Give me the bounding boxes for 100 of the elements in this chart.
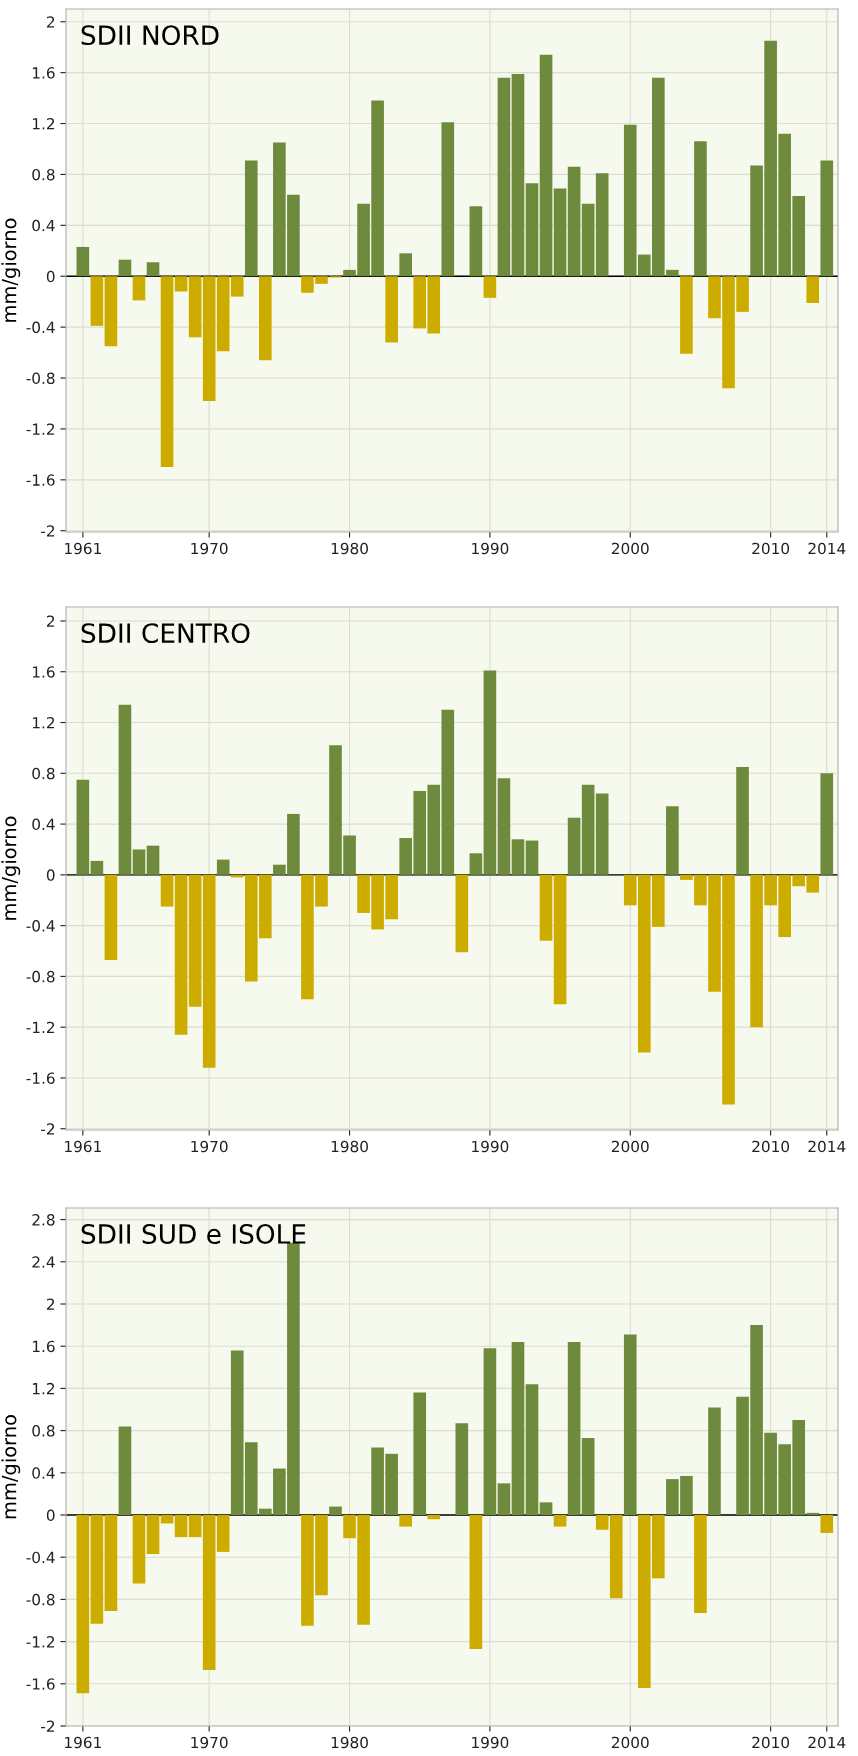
bar (455, 1423, 469, 1515)
y-tick-label: 1.2 (32, 716, 55, 729)
bar (469, 853, 483, 875)
x-tick-label: 1961 (65, 542, 101, 555)
bar (76, 246, 90, 277)
bar (188, 1515, 202, 1538)
bar (160, 1515, 174, 1524)
bar (216, 1515, 230, 1552)
bar (160, 874, 174, 907)
x-tick-label: 2000 (611, 1736, 649, 1749)
x-tick-label: 1990 (472, 1140, 509, 1153)
bar (104, 276, 118, 347)
bar (581, 203, 595, 277)
y-tick-label: -1.6 (26, 1678, 55, 1690)
bar (595, 173, 609, 277)
bar (202, 874, 216, 1068)
x-tick-label: 2014 (808, 1736, 846, 1749)
bar (525, 183, 539, 277)
y-tick-label: -1.2 (26, 1636, 55, 1648)
bar (511, 1341, 525, 1515)
bar (708, 1407, 721, 1515)
bar (595, 793, 609, 875)
x-tick-label: 1990 (472, 542, 509, 555)
x-tick-label: 2000 (611, 542, 649, 555)
bar (216, 859, 230, 875)
y-tick-label: -0.4 (26, 1551, 55, 1564)
x-tick-label: 2010 (752, 542, 790, 555)
bar (694, 141, 707, 277)
chart-title: SDII NORD (81, 25, 219, 46)
bar (623, 1334, 637, 1515)
y-tick-label: 2.4 (32, 1256, 55, 1268)
bar (581, 1437, 595, 1515)
bar (469, 206, 483, 277)
bar (553, 874, 567, 1005)
bar (483, 670, 497, 875)
y-tick-label: 0.4 (32, 818, 55, 831)
bar (104, 874, 118, 960)
bar (118, 704, 132, 875)
x-tick-label: 1961 (65, 1140, 101, 1153)
y-tick-label: -0.8 (26, 372, 55, 385)
bar (469, 1515, 483, 1649)
x-tick-label: 1980 (331, 1140, 368, 1153)
y-tick-label: 0.8 (32, 1425, 55, 1437)
x-tick-label: 1970 (191, 542, 228, 555)
y-tick-label: 0.8 (32, 767, 55, 780)
bar (413, 1392, 427, 1515)
bar (90, 1515, 104, 1624)
x-tick-label: 2014 (808, 542, 846, 555)
bar (174, 874, 188, 1035)
y-tick-label: 0.4 (32, 1467, 55, 1479)
bar (76, 779, 90, 875)
x-tick-label: 2010 (752, 1140, 790, 1153)
bar (132, 1515, 146, 1584)
y-tick-label: 0 (46, 1509, 55, 1522)
y-tick-label: 2 (46, 1298, 55, 1310)
bar (483, 276, 497, 298)
bar (567, 1341, 581, 1515)
bar (539, 54, 553, 277)
y-tick-label: -1.2 (26, 1021, 55, 1033)
bar (497, 1483, 511, 1515)
bar (160, 276, 174, 468)
bar (399, 1515, 412, 1527)
x-tick-label: 2014 (808, 1140, 846, 1153)
bar (553, 188, 567, 277)
bar (259, 276, 272, 361)
x-tick-label: 1970 (191, 1736, 228, 1749)
x-tick-label: 1980 (331, 1736, 368, 1749)
y-tick-label: 1.6 (32, 666, 55, 678)
bar (132, 849, 146, 875)
bar (132, 276, 146, 301)
y-axis-title: mm/giorno (1, 1415, 21, 1519)
bar (244, 160, 258, 277)
bar (146, 845, 160, 875)
bar (104, 1515, 118, 1612)
bar (680, 276, 693, 354)
y-axis-title: mm/giorno (1, 816, 21, 920)
bar (455, 874, 469, 953)
x-tick-label: 2000 (611, 1140, 649, 1153)
y-tick-label: 2 (46, 615, 55, 627)
bar (497, 77, 511, 277)
bar (497, 778, 511, 875)
y-axis-title: mm/giorno (1, 218, 21, 322)
bar (441, 122, 455, 277)
bar (118, 259, 132, 277)
bar (399, 253, 412, 277)
y-tick-label: 1.2 (32, 1382, 55, 1395)
bar (146, 262, 160, 277)
bar (666, 806, 679, 875)
bar (806, 276, 820, 303)
y-tick-label: 2 (46, 16, 55, 28)
chart-title: SDII SUD e ISOLE (81, 1224, 306, 1244)
bar (525, 840, 539, 875)
y-tick-label: 0 (46, 869, 55, 881)
x-tick-label: 1990 (472, 1736, 509, 1749)
bar (76, 1515, 90, 1694)
bar (174, 276, 188, 292)
y-tick-label: 1.6 (32, 1340, 55, 1353)
y-tick-label: -1.2 (26, 423, 55, 435)
bar (820, 773, 834, 875)
bar (174, 1515, 188, 1538)
